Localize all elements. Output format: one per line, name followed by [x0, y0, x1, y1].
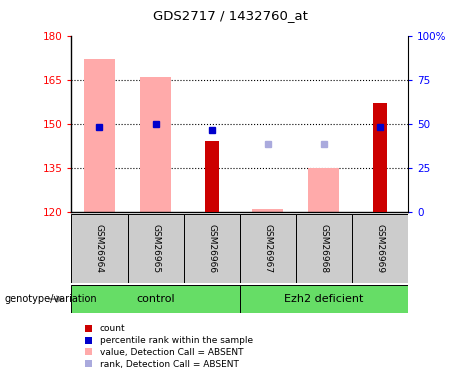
- Bar: [240, 214, 296, 283]
- Text: GDS2717 / 1432760_at: GDS2717 / 1432760_at: [153, 9, 308, 22]
- Bar: [71, 285, 240, 313]
- Bar: [373, 103, 387, 212]
- Bar: [240, 285, 408, 313]
- Bar: [252, 209, 283, 212]
- Bar: [205, 141, 219, 212]
- Bar: [308, 168, 339, 212]
- Bar: [296, 214, 352, 283]
- Text: genotype/variation: genotype/variation: [5, 294, 97, 304]
- Legend: count, percentile rank within the sample, value, Detection Call = ABSENT, rank, : count, percentile rank within the sample…: [85, 324, 253, 369]
- Text: GSM26969: GSM26969: [375, 224, 384, 273]
- Bar: [140, 77, 171, 212]
- Text: GSM26966: GSM26966: [207, 224, 216, 273]
- Bar: [183, 214, 240, 283]
- Bar: [352, 214, 408, 283]
- Text: GSM26965: GSM26965: [151, 224, 160, 273]
- Bar: [71, 214, 128, 283]
- Bar: [84, 59, 115, 212]
- Text: GSM26964: GSM26964: [95, 224, 104, 273]
- Text: GSM26968: GSM26968: [319, 224, 328, 273]
- Bar: [128, 214, 183, 283]
- Text: control: control: [136, 294, 175, 304]
- Text: GSM26967: GSM26967: [263, 224, 272, 273]
- Text: Ezh2 deficient: Ezh2 deficient: [284, 294, 364, 304]
